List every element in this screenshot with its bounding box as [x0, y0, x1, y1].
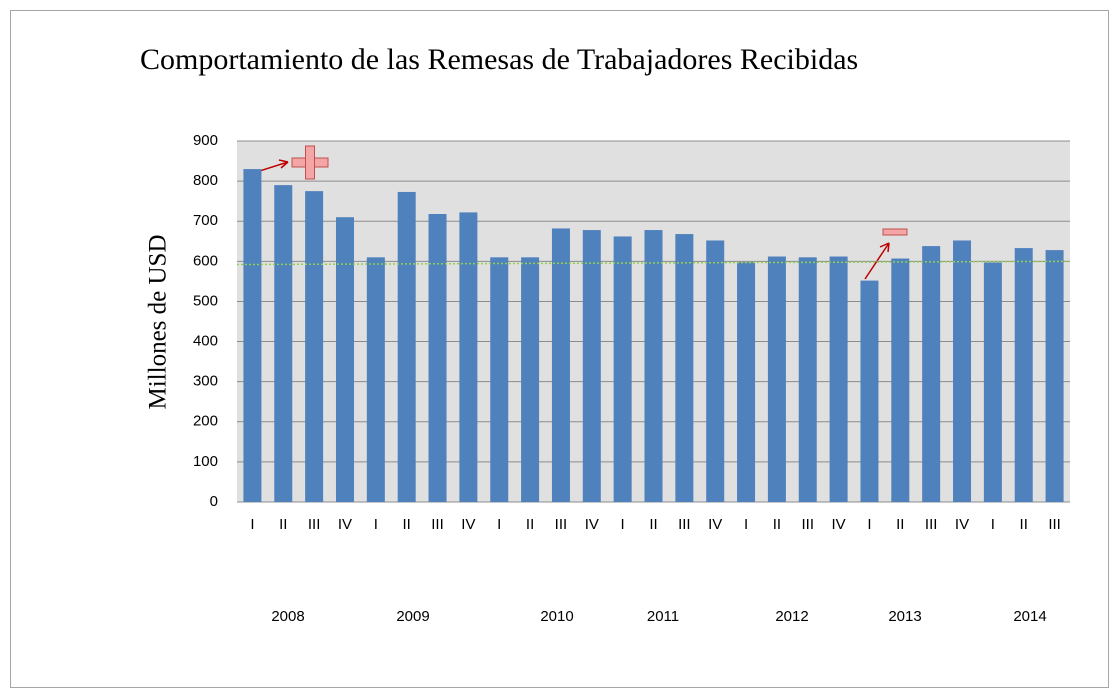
- year-label: 2009: [396, 608, 429, 625]
- x-tick-label: IV: [585, 516, 599, 533]
- bar: [274, 185, 293, 502]
- x-tick-label: III: [308, 516, 321, 533]
- x-tick-label: II: [279, 516, 287, 533]
- year-label: 2010: [540, 608, 573, 625]
- y-tick-label: 700: [193, 212, 218, 229]
- y-tick-label: 800: [193, 172, 218, 189]
- year-label: 2013: [888, 608, 921, 625]
- x-tick-label: II: [773, 516, 781, 533]
- bar: [551, 228, 570, 503]
- bar: [644, 230, 663, 502]
- y-tick-label: 900: [193, 132, 218, 149]
- y-tick-label: 300: [193, 373, 218, 390]
- bar: [1045, 250, 1064, 502]
- bar: [829, 256, 848, 502]
- x-tick-label: IV: [338, 516, 352, 533]
- bar: [675, 234, 694, 502]
- bar: [335, 217, 354, 502]
- x-tick-label: III: [1048, 516, 1061, 533]
- x-tick-label: I: [621, 516, 625, 533]
- y-axis-label: Millones de USD: [145, 235, 172, 410]
- bar: [737, 262, 756, 502]
- reference-line: [236, 260, 1071, 266]
- y-tick-label: 200: [193, 413, 218, 430]
- bar: [613, 236, 632, 502]
- x-tick-label: III: [678, 516, 691, 533]
- bar: [706, 240, 725, 502]
- y-tick-label: 500: [193, 292, 218, 309]
- chart-title: Comportamiento de las Remesas de Trabaja…: [140, 43, 858, 76]
- bar: [798, 257, 817, 502]
- bar: [490, 257, 509, 502]
- x-tick-label: I: [867, 516, 871, 533]
- x-tick-label: I: [744, 516, 748, 533]
- bar: [428, 214, 447, 502]
- year-label: 2014: [1013, 608, 1046, 625]
- bar: [891, 258, 910, 502]
- x-tick-label: I: [991, 516, 995, 533]
- y-tick-label: 400: [193, 333, 218, 350]
- bar: [305, 191, 324, 502]
- year-label: 2011: [647, 608, 679, 625]
- x-tick-label: III: [431, 516, 444, 533]
- x-tick-label: IV: [955, 516, 969, 533]
- bar: [1014, 248, 1033, 502]
- bar: [366, 257, 385, 502]
- y-tick-label: 100: [193, 453, 218, 470]
- y-tick-label: 0: [210, 493, 218, 510]
- x-tick-label: II: [1020, 516, 1028, 533]
- x-tick-label: IV: [708, 516, 722, 533]
- year-label: 2012: [775, 608, 808, 625]
- x-tick-label: II: [649, 516, 657, 533]
- bar: [582, 230, 601, 502]
- bar: [983, 262, 1002, 502]
- x-tick-label: III: [925, 516, 938, 533]
- x-tick-label: II: [896, 516, 904, 533]
- x-tick-label: III: [555, 516, 568, 533]
- year-label: 2008: [271, 608, 304, 625]
- bar: [459, 212, 478, 503]
- x-tick-label: IV: [832, 516, 846, 533]
- bar: [953, 240, 972, 502]
- bar: [922, 246, 941, 502]
- x-tick-label: IV: [461, 516, 475, 533]
- bar: [860, 280, 879, 502]
- x-tick-label: I: [497, 516, 501, 533]
- bar: [397, 191, 416, 503]
- x-tick-label: II: [403, 516, 411, 533]
- bar: [243, 169, 262, 503]
- bar: [521, 257, 540, 502]
- x-tick-label: I: [250, 516, 254, 533]
- bar: [767, 256, 786, 502]
- y-tick-label: 600: [193, 252, 218, 269]
- x-tick-label: III: [802, 516, 815, 533]
- x-tick-label: II: [526, 516, 534, 533]
- x-tick-label: I: [374, 516, 378, 533]
